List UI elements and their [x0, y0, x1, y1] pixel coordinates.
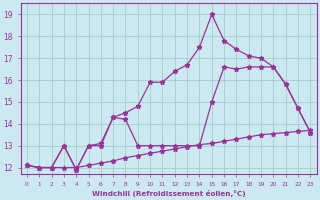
X-axis label: Windchill (Refroidissement éolien,°C): Windchill (Refroidissement éolien,°C)	[92, 190, 245, 197]
